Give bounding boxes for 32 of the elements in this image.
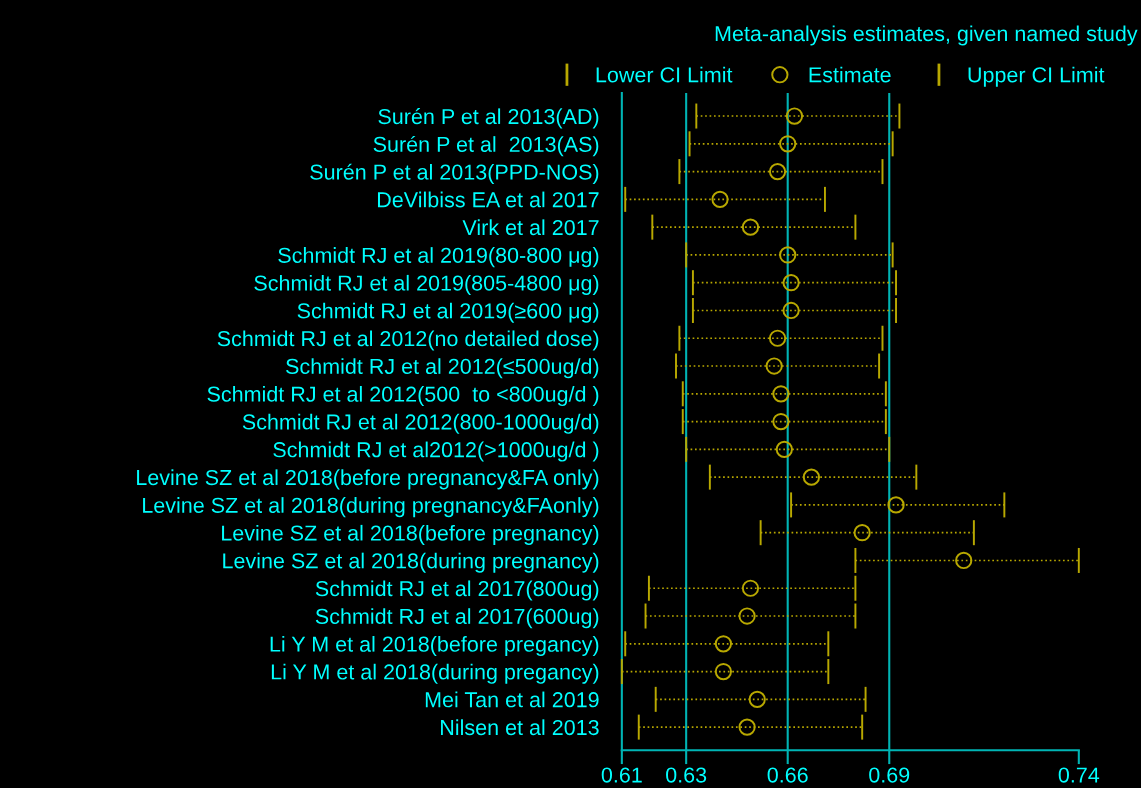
y-tick-label: Levine SZ et al 2018(during pregnancy&FAonly) (143, 497, 599, 518)
legend-label: Estimate (809, 66, 891, 83)
y-tick-label: Levine SZ et al 2018(during pregnancy) (223, 552, 599, 573)
y-tick-label: Schmidt RJ et al 2019(805-4800 μg) (254, 274, 599, 295)
x-tick-label: 0.69 (869, 767, 910, 783)
y-tick-label: Levine SZ et al 2018(before pregnancy) (222, 524, 599, 545)
y-tick-label: Schmidt RJ et al 2012(no detailed dose) (217, 330, 599, 351)
x-tick-label: 0.74 (1058, 767, 1100, 783)
y-tick-label: Schmidt RJ et al 2012(≤500ug/d) (286, 358, 599, 379)
y-tick-label: Nilsen et al 2013 (441, 719, 599, 736)
y-tick-label: Schmidt RJ et al 2012(500 to <800ug/d ) (207, 386, 599, 407)
y-tick-label: Li Y M et al 2018(during pregancy) (271, 663, 599, 684)
y-tick-label: DeVilbiss EA et al 2017 (377, 191, 599, 208)
y-tick-label: Mei Tan et al 2019 (425, 691, 599, 708)
y-tick-label: Levine SZ et al 2018(before pregnancy&FA only) (137, 469, 599, 490)
x-tick-label: 0.63 (666, 767, 707, 783)
y-tick-label: Schmidt RJ et al 2019(80-800 μg) (278, 247, 599, 268)
y-tick-label: Li Y M et al 2018(before pregancy) (270, 635, 599, 657)
y-tick-label: Schmidt RJ et al 2019(≥600 μg) (297, 302, 599, 323)
x-tick-label: 0.66 (767, 767, 808, 783)
y-tick-label: Surén P et al 2013(AD) (378, 108, 599, 129)
y-tick-label: Schmidt RJ et al 2017(800ug) (315, 580, 599, 601)
chart-title: Meta-analysis estimates, given named study (715, 25, 1138, 46)
y-tick-label: Schmidt RJ et al2012(>1000ug/d ) (273, 441, 599, 462)
y-tick-label: Surén P et al 2013(AS) (373, 135, 599, 157)
y-tick-label: Schmidt RJ et al 2012(800-1000ug/d) (242, 413, 599, 434)
x-tick-label: 0.61 (601, 767, 642, 783)
y-tick-label: Schmidt RJ et al 2017(600ug) (315, 608, 599, 629)
text: Upper CI Limit (968, 66, 1105, 87)
y-tick-label: Virk et al 2017 (462, 219, 599, 236)
text: Lower CI Limit (596, 66, 733, 83)
y-tick-label: Surén P et al 2013(PPD-NOS) (310, 163, 599, 184)
